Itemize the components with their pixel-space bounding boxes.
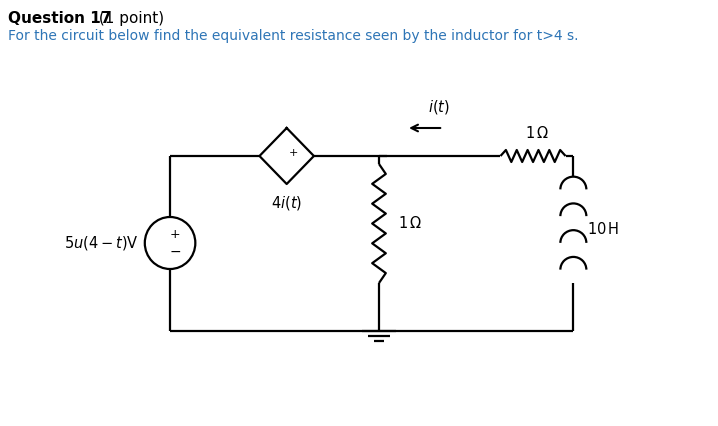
Text: For the circuit below find the equivalent resistance seen by the inductor for t>: For the circuit below find the equivalen…: [8, 29, 578, 43]
Text: $i(t)$: $i(t)$: [429, 98, 450, 116]
Text: $5u(4-t)\mathrm{V}$: $5u(4-t)\mathrm{V}$: [64, 234, 139, 252]
Text: $4i(t)$: $4i(t)$: [271, 194, 302, 212]
Text: $1\,\Omega$: $1\,\Omega$: [525, 125, 549, 141]
Text: $10\,\mathrm{H}$: $10\,\mathrm{H}$: [587, 222, 620, 238]
Text: $1\,\Omega$: $1\,\Omega$: [398, 216, 423, 231]
Text: −: −: [169, 245, 181, 259]
Text: Question 17: Question 17: [8, 11, 111, 26]
Text: +: +: [169, 227, 180, 241]
Text: +: +: [289, 148, 298, 158]
Text: (1 point): (1 point): [94, 11, 164, 26]
